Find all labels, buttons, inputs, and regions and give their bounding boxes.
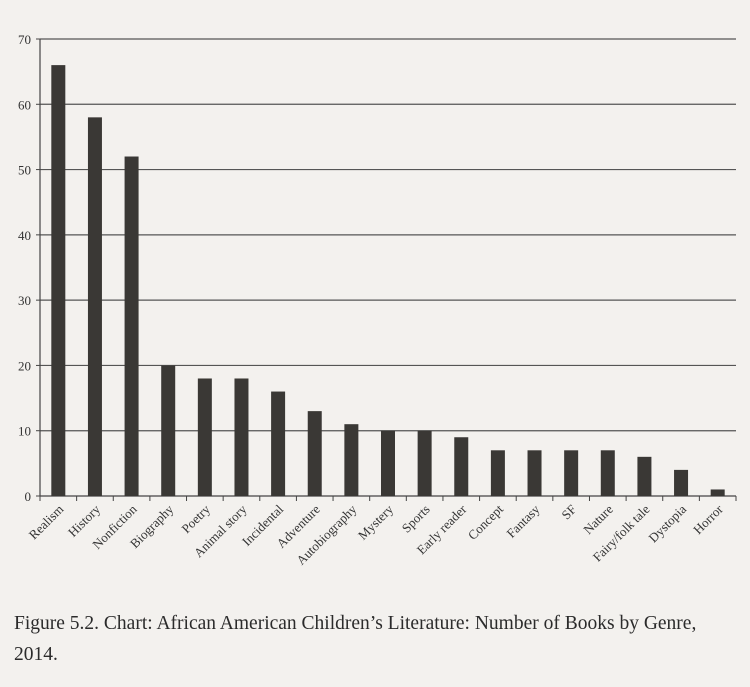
bar-sf — [564, 450, 579, 496]
x-tick-label: Fantasy — [503, 501, 543, 541]
bar-biography — [161, 365, 176, 496]
bar-history — [87, 117, 102, 496]
bar-realism — [51, 65, 66, 496]
y-tick-label: 50 — [18, 163, 31, 178]
bar-dystopia — [674, 469, 689, 496]
figure-caption: Figure 5.2. Chart: African American Chil… — [14, 613, 697, 665]
bar-incidental — [271, 391, 286, 496]
bar-animal-story — [234, 378, 249, 496]
x-tick-label: Concept — [465, 501, 507, 543]
bar-mystery — [381, 430, 395, 496]
bar-fairy-folk-tale — [637, 456, 652, 496]
bar-concept — [490, 450, 505, 496]
bar-chart: 010203040506070RealismHistoryNonfictionB… — [18, 32, 737, 568]
x-tick-label: Mystery — [355, 501, 397, 543]
x-tick-label: Realism — [26, 502, 67, 543]
bar-autobiography — [344, 424, 359, 496]
x-tick-label: SF — [558, 502, 579, 523]
y-tick-label: 0 — [25, 489, 32, 504]
x-tick-label: Horror — [690, 501, 726, 537]
bar-early-reader — [454, 437, 469, 496]
y-tick-label: 10 — [18, 424, 31, 439]
bar-poetry — [197, 378, 212, 496]
bar-sports — [417, 430, 432, 496]
x-tick-label: Dystopia — [645, 501, 689, 545]
bar-horror — [710, 489, 725, 496]
bar-adventure — [307, 411, 322, 496]
y-tick-label: 60 — [18, 97, 31, 112]
y-tick-label: 20 — [18, 358, 31, 373]
x-tick-label: Poetry — [178, 501, 213, 536]
y-tick-label: 70 — [18, 32, 31, 47]
bar-nature — [600, 450, 615, 496]
y-tick-label: 30 — [18, 293, 31, 308]
y-tick-label: 40 — [18, 228, 31, 243]
bar-fantasy — [527, 450, 542, 496]
x-tick-label: Sports — [399, 502, 433, 536]
bar-nonfiction — [124, 156, 139, 496]
